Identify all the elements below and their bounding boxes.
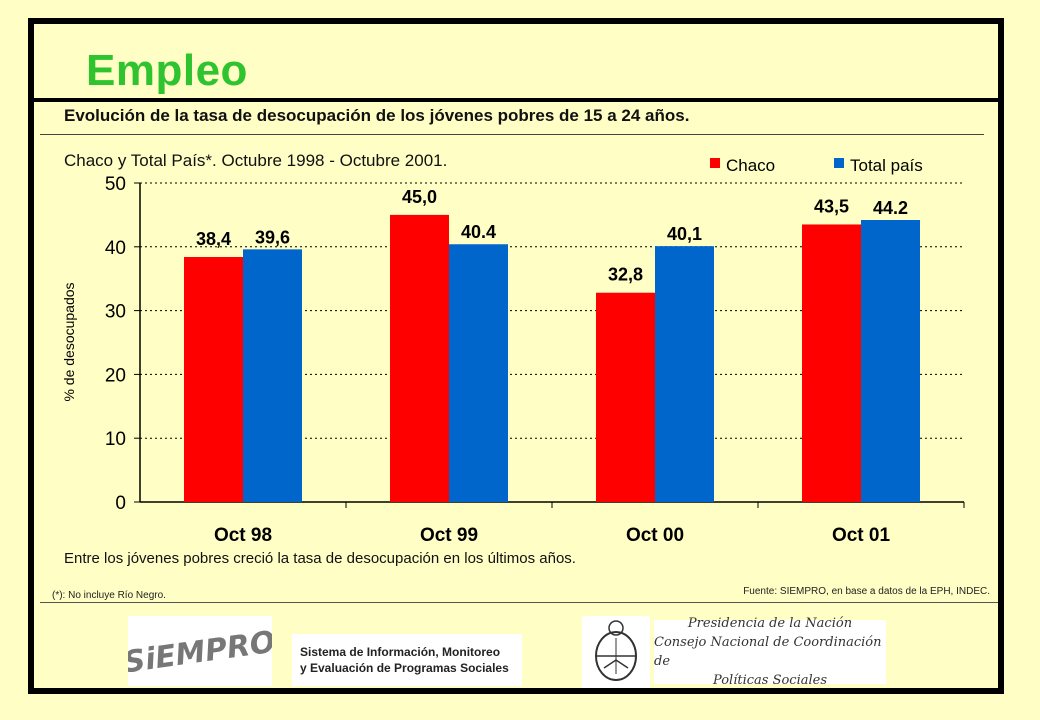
bar-chaco (184, 257, 243, 502)
x-tick-label: Oct 01 (832, 525, 891, 546)
y-axis-label: % de desocupados (61, 282, 77, 401)
sistema-line-1: Sistema de Información, Monitoreo (300, 645, 501, 659)
source-note: Fuente: SIEMPRO, en base a datos de la E… (743, 586, 990, 597)
data-label: 44.2 (873, 198, 908, 218)
y-tick-label: 50 (105, 174, 126, 195)
presidencia-logo: Presidencia de la Nación Consejo Naciona… (654, 616, 886, 688)
y-tick-label: 10 (105, 429, 126, 450)
presidencia-line-1: Presidencia de la Nación (687, 616, 853, 631)
title-divider (34, 98, 998, 102)
x-tick-label: Oct 99 (420, 525, 478, 546)
data-label: 40,1 (667, 224, 702, 244)
x-tick-label: Oct 98 (214, 525, 272, 546)
data-label: 43,5 (814, 196, 849, 216)
presidencia-line-3: Políticas Sociales (712, 673, 828, 688)
bar-chaco (802, 224, 861, 502)
y-tick-label: 40 (105, 238, 126, 259)
legend-label: Total país (850, 156, 923, 175)
y-tick-label: 30 (105, 302, 126, 323)
bar-chaco (390, 214, 449, 502)
coat-of-arms-icon (582, 616, 650, 688)
page-title: Empleo (86, 46, 248, 95)
bar-chaco (596, 292, 655, 502)
y-tick-label: 0 (115, 493, 126, 514)
chart-subtitle: Evolución de la tasa de desocupación de … (64, 106, 690, 125)
chart-title: Chaco y Total País*. Octubre 1998 - Octu… (64, 151, 447, 170)
data-label: 40.4 (461, 222, 496, 242)
siempro-logo: SiEMPRO (121, 616, 278, 686)
legend-swatch (710, 158, 720, 168)
data-label: 32,8 (608, 265, 643, 285)
y-tick-label: 20 (105, 365, 126, 386)
bar-total-país (449, 244, 508, 503)
x-tick-label: Oct 00 (626, 525, 684, 546)
legend-swatch (834, 158, 844, 168)
sistema-line-2: y Evaluación de Programas Sociales (300, 661, 509, 675)
legend-label: Chaco (726, 156, 775, 175)
footnote: (*): No incluye Río Negro. (52, 590, 166, 601)
chart-caption: Entre los jóvenes pobres creció la tasa … (64, 550, 576, 567)
bar-total-país (655, 246, 714, 502)
data-label: 38,4 (196, 229, 231, 249)
bar-total-país (243, 249, 302, 502)
subtitle-divider (40, 134, 984, 135)
footer-divider (40, 602, 998, 603)
data-label: 39,6 (255, 227, 290, 247)
presidencia-line-2: Consejo Nacional de Coordinación de (654, 635, 882, 669)
data-label: 45,0 (402, 187, 437, 207)
bar-total-país (861, 220, 920, 502)
sistema-logo: Sistema de Información, Monitoreo y Eval… (292, 634, 522, 686)
